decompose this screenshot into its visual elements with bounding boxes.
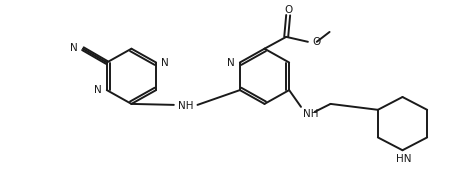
Text: O: O xyxy=(284,5,292,15)
Text: HN: HN xyxy=(396,154,411,164)
Text: O: O xyxy=(313,37,321,47)
Text: N: N xyxy=(227,57,235,68)
Text: NH: NH xyxy=(303,109,318,119)
Text: N: N xyxy=(161,57,169,68)
Text: N: N xyxy=(70,43,78,53)
Text: N: N xyxy=(94,85,102,95)
Text: NH: NH xyxy=(178,101,194,111)
